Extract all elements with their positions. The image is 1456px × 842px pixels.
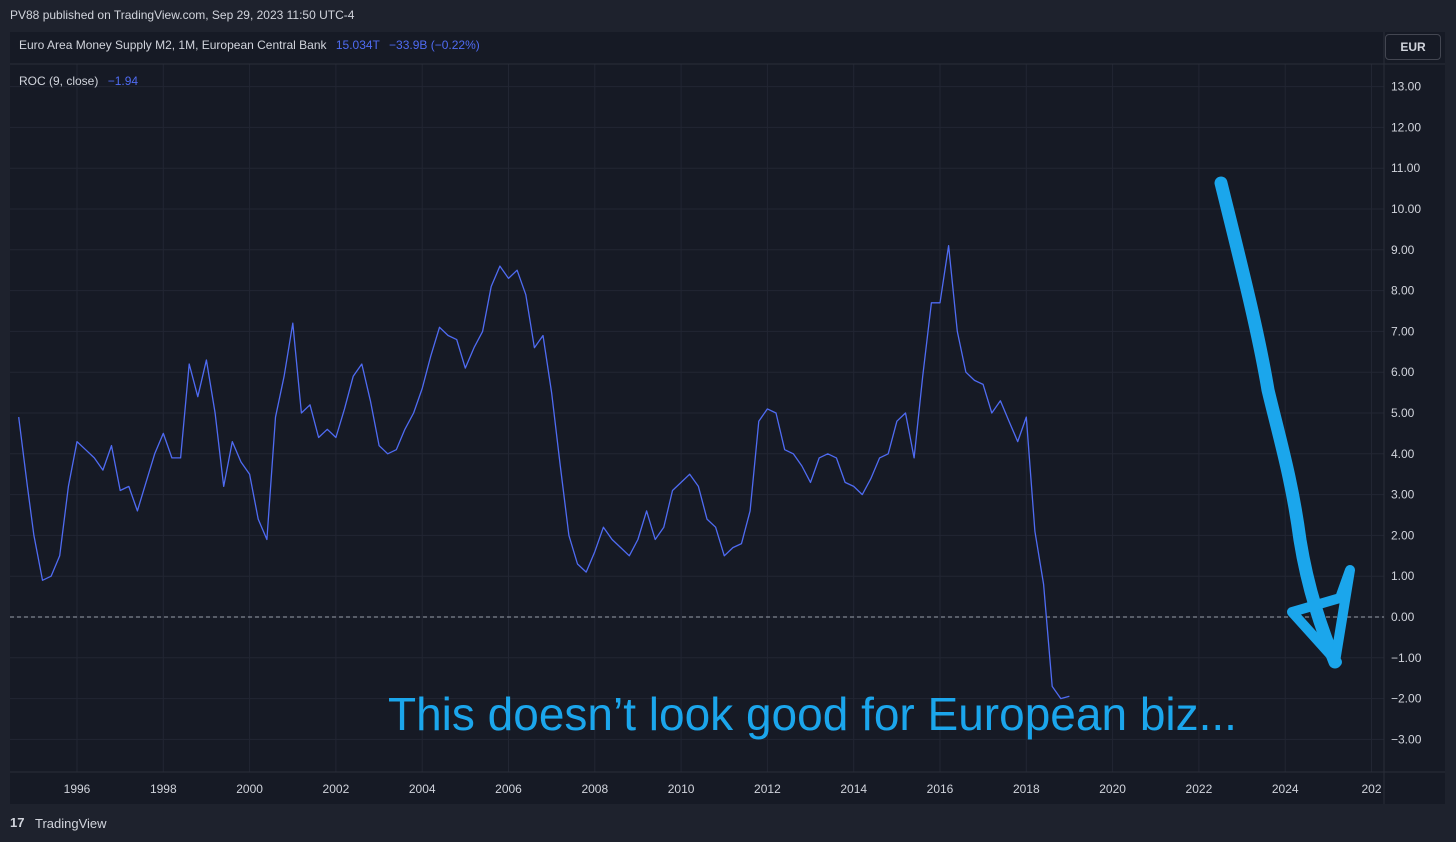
y-tick-label: 5.00 [1391,406,1415,420]
y-tick-label: 1.00 [1391,569,1415,583]
indicator-legend[interactable]: ROC (9, close) −1.94 [19,74,138,88]
x-tick-label: 2004 [409,782,436,796]
y-tick-label: 11.00 [1391,161,1420,175]
footer: 17 TradingView [0,808,1456,842]
x-tick-label: 2016 [927,782,954,796]
x-tick-label: 2020 [1099,782,1126,796]
y-tick-label: 3.00 [1391,488,1415,502]
tradingview-logo-icon[interactable]: 17 [10,815,25,830]
annotation-arrow-shaft [1214,176,1342,669]
publish-header: PV88 published on TradingView.com, Sep 2… [0,0,1456,30]
brand-name[interactable]: TradingView [35,816,107,831]
y-tick-label: 4.00 [1391,447,1415,461]
x-tick-label: 2024 [1272,782,1299,796]
y-tick-label: 13.00 [1391,80,1421,94]
x-tick-label: 2002 [323,782,350,796]
series-value: 15.034T [335,38,380,52]
x-tick-label: 2000 [236,782,263,796]
y-tick-label: −1.00 [1391,651,1422,665]
y-tick-label: −2.00 [1391,692,1422,706]
series-title: Euro Area Money Supply M2, 1M, European … [19,38,327,52]
y-tick-label: 9.00 [1391,243,1415,257]
x-tick-label: 202 [1361,782,1381,796]
x-tick-label: 2014 [840,782,867,796]
y-tick-label: 8.00 [1391,284,1415,298]
y-tick-label: 12.00 [1391,120,1421,134]
currency-button[interactable]: EUR [1385,34,1441,60]
publish-info: PV88 published on TradingView.com, Sep 2… [10,8,355,22]
x-tick-label: 2006 [495,782,522,796]
x-tick-label: 2022 [1186,782,1213,796]
series-legend[interactable]: Euro Area Money Supply M2, 1M, European … [19,38,480,52]
indicator-title: ROC (9, close) [19,74,99,88]
x-tick-label: 1998 [150,782,177,796]
x-tick-label: 2010 [668,782,695,796]
y-tick-label: 6.00 [1391,365,1415,379]
x-tick-label: 1996 [64,782,91,796]
indicator-value: −1.94 [107,74,139,88]
x-tick-label: 2008 [581,782,608,796]
roc-series-line [18,245,1070,700]
y-tick-label: 10.00 [1391,202,1421,216]
y-tick-label: 2.00 [1391,528,1415,542]
x-tick-label: 2012 [754,782,781,796]
x-tick-label: 2018 [1013,782,1040,796]
y-tick-label: −3.00 [1391,732,1422,746]
annotation-arrow-head [1287,565,1355,667]
y-tick-label: 0.00 [1391,610,1415,624]
series-change: −33.9B (−0.22%) [389,38,480,52]
annotation-text: This doesn’t look good for European biz.… [388,688,1237,740]
y-tick-label: 7.00 [1391,324,1415,338]
